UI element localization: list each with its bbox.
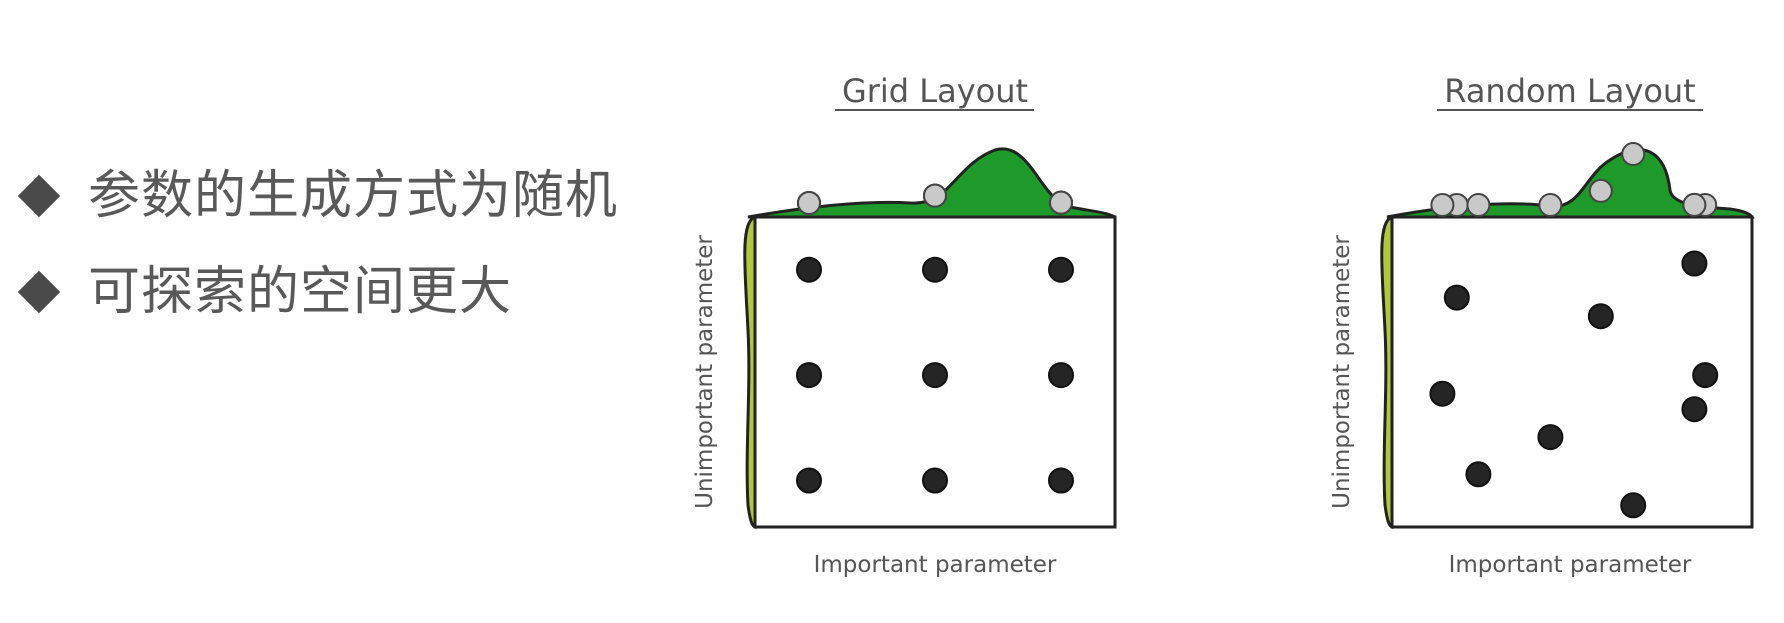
sample-point [796,362,822,389]
sample-point [1681,250,1708,277]
unimportant-parameter-distribution [743,214,757,530]
projection-point [1621,142,1646,167]
sample-point [922,467,948,494]
sample-points [796,256,1074,494]
y-axis-label: Unimportant parameter [1329,235,1355,509]
sample-point [1681,396,1708,423]
panel-title: Random Layout [1444,72,1695,110]
sample-point [796,467,822,494]
sample-point [1048,467,1074,494]
bullet-list: 参数的生成方式为随机 可探索的空间更大 [16,148,618,340]
sample-point [1620,492,1647,519]
bullet-text: 参数的生成方式为随机 [88,166,619,226]
sample-points [1429,250,1719,519]
sample-point [922,256,948,283]
projection-points [1430,142,1718,217]
sample-point [1692,362,1719,389]
unimportant-parameter-distribution [1380,214,1394,530]
sample-point [1587,303,1614,330]
x-axis-label: Important parameter [814,552,1057,578]
sample-point [922,362,948,389]
y-axis-label: Unimportant parameter [692,235,718,509]
projection-point [1466,193,1491,217]
sample-point [1429,380,1456,407]
random-layout-panel: Random Layout Unimportant parameter Impo… [1329,72,1755,578]
panel-title: Grid Layout [842,72,1028,110]
projection-point [1682,192,1707,217]
sample-point [1048,362,1074,389]
projection-point [1049,190,1073,215]
grid-layout-panel: Grid Layout Unimportant parameter Import… [692,72,1117,578]
sample-point [1537,424,1564,451]
sample-point [796,256,822,283]
projection-point [1538,192,1563,217]
projection-point [923,183,947,208]
important-parameter-distribution [747,147,1116,219]
projection-point [797,191,821,215]
projection-point [1430,193,1455,217]
x-axis-label: Important parameter [1449,552,1692,578]
projection-point [1588,178,1613,203]
sample-point [1443,284,1470,311]
projection-points [797,183,1073,215]
bullet-item: 参数的生成方式为随机 [16,148,618,244]
sample-point [1465,461,1492,488]
bullet-text: 可探索的空间更大 [88,262,513,322]
sample-point [1048,256,1074,283]
bullet-item: 可探索的空间更大 [16,244,618,340]
